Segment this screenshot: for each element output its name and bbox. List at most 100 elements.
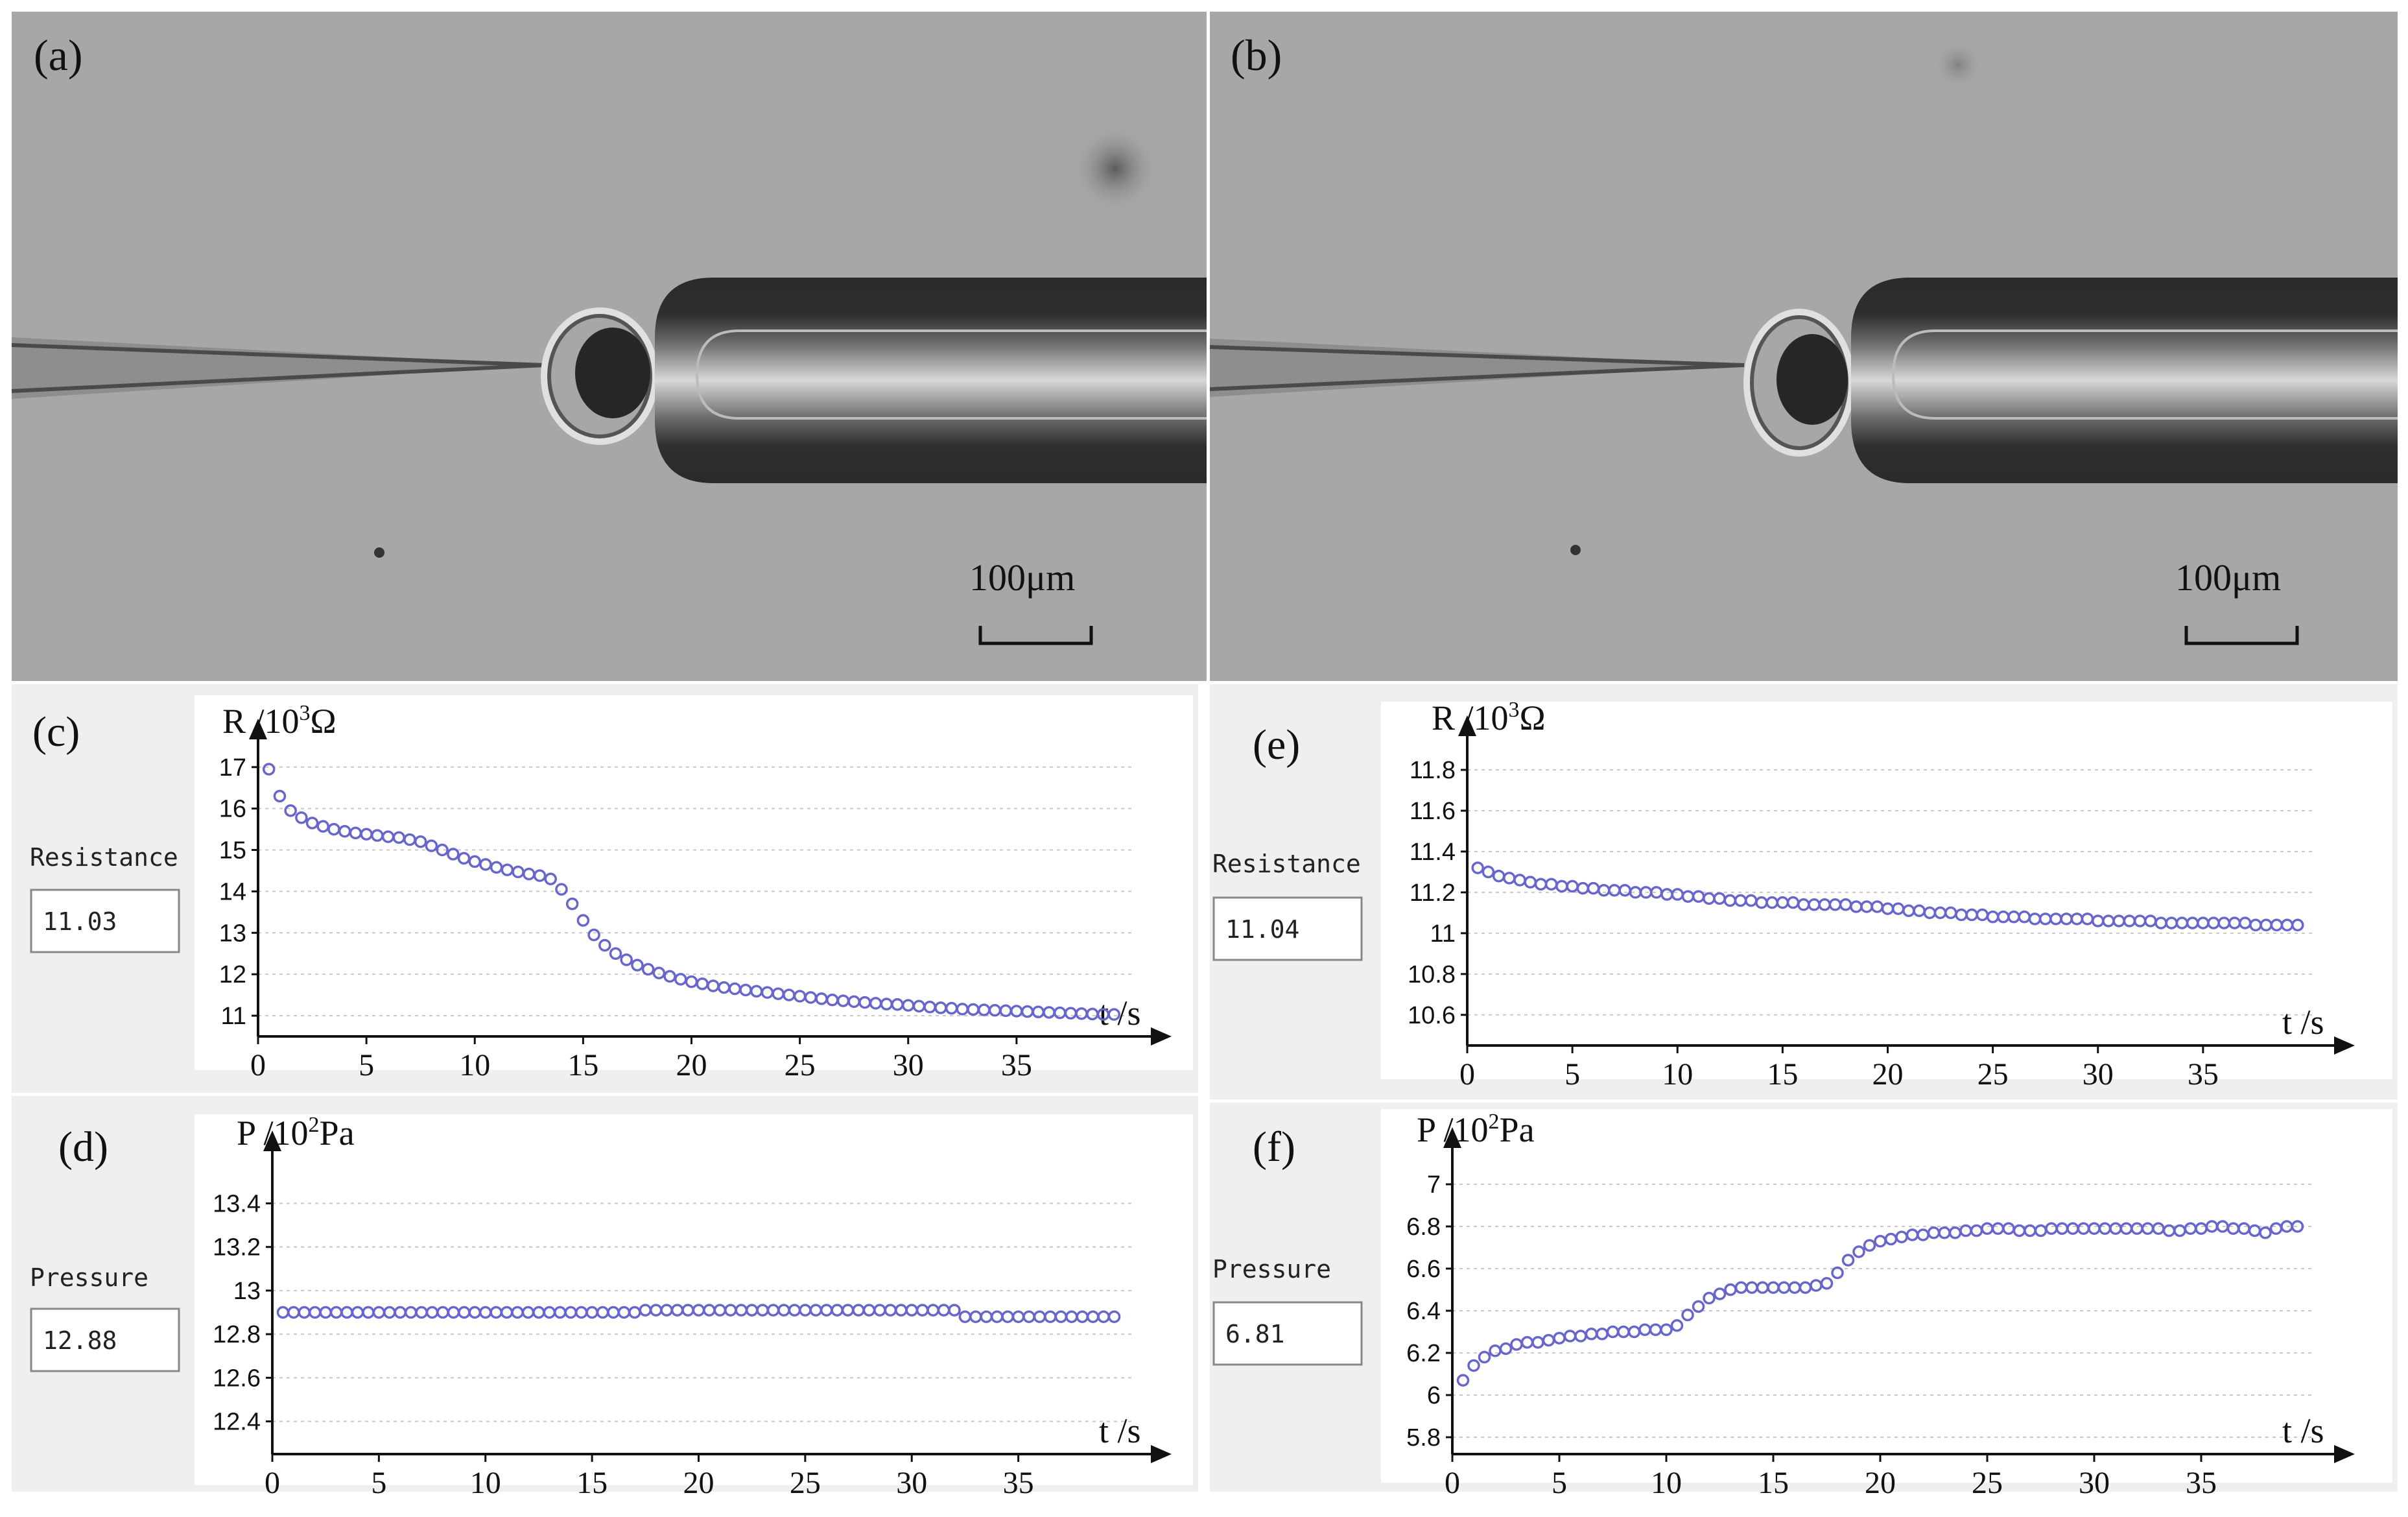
chart-c-xtick-label: 25	[785, 1048, 816, 1082]
chart-c-point	[457, 852, 471, 865]
chart-c-point	[544, 872, 557, 886]
chart-d-ylabel-unit: Pa	[320, 1114, 355, 1153]
chart-c-point	[555, 883, 568, 896]
chart-f-ytick-label: 6.4	[1406, 1298, 1441, 1325]
chart-c-point	[284, 804, 297, 817]
chart-e-ytick-label: 11.8	[1410, 757, 1456, 784]
chart-d-x-axis-arrow	[1151, 1445, 1172, 1463]
chart-f-point	[1841, 1254, 1855, 1267]
chart-d-panel-label: (d)	[58, 1123, 108, 1171]
chart-f-point	[2291, 1220, 2304, 1233]
chart-d-xtick-label: 0	[265, 1466, 280, 1500]
chart-c-xtick-label: 20	[676, 1048, 707, 1082]
chart-f-point	[1456, 1374, 1470, 1387]
chart-d-ytick-label: 13	[233, 1278, 261, 1305]
chart-c-point	[305, 817, 319, 830]
chart-f-side-label: Pressure	[1212, 1255, 1331, 1284]
chart-c-point	[641, 962, 655, 976]
chart-c-ytick-label: 11	[221, 1003, 246, 1030]
chart-e-xtick-label: 25	[1977, 1057, 2009, 1092]
micrograph-a-label: (a)	[34, 30, 82, 80]
chart-f-point	[2259, 1226, 2272, 1239]
chart-e-ytick-label: 10.8	[1408, 961, 1456, 988]
chart-c-point	[565, 897, 579, 911]
chart-e-xtick-label: 15	[1767, 1057, 1798, 1092]
chart-c-point	[609, 947, 622, 960]
chart-f-value-text: 6.81	[1225, 1320, 1285, 1348]
chart-d-point	[1107, 1310, 1121, 1323]
chart-d-xtick-label: 25	[790, 1466, 821, 1500]
chart-f-ytick-label: 6.6	[1406, 1256, 1441, 1283]
chart-f-ylabel-main: P /10	[1417, 1110, 1489, 1149]
chart-d-xtick-label: 5	[371, 1466, 386, 1500]
chart-d-value-text: 12.88	[43, 1326, 117, 1355]
chart-c-xtick-label: 10	[459, 1048, 490, 1082]
chart-d-ylabel-main: P /10	[237, 1114, 309, 1153]
chart-e-ylabel: R /103Ω	[1432, 698, 1546, 737]
chart-c-xtick-label: 0	[250, 1048, 266, 1082]
chart-f-point	[1670, 1319, 1684, 1332]
chart-e-panel-label: (e)	[1253, 721, 1300, 769]
chart-c-point	[273, 789, 287, 803]
chart-f-ylabel-unit: Pa	[1500, 1110, 1535, 1149]
chart-f-point	[1660, 1323, 1673, 1336]
chart-c-y-axis-arrow	[249, 719, 267, 739]
chart-c-point	[631, 959, 644, 972]
capillary-a	[655, 278, 1207, 483]
chart-e-ytick-label: 11	[1430, 920, 1456, 948]
chart-e-xlabel: t /s	[2282, 1003, 2324, 1042]
chart-d-ytick-label: 12.8	[213, 1321, 261, 1348]
micrograph-a-scalebar-label: 100μm	[969, 556, 1075, 599]
chart-d-xtick-label: 10	[470, 1466, 501, 1500]
chart-d-value-box	[30, 1308, 180, 1372]
chart-c-panel-label: (c)	[32, 708, 80, 756]
micropipette-b	[1209, 339, 1745, 397]
chart-c-ylabel-main: R /10	[222, 702, 300, 741]
chart-e-ytick-label: 11.4	[1410, 839, 1456, 866]
chart-f-ytick-label: 5.8	[1406, 1424, 1441, 1451]
chart-f-xtick-label: 0	[1445, 1466, 1460, 1500]
chart-f-ylabel: P /102Pa	[1417, 1110, 1535, 1149]
chart-e-x-axis-arrow	[2334, 1036, 2355, 1055]
chart-c-point	[533, 869, 547, 882]
micrograph-a-debris	[1070, 123, 1161, 214]
chart-f-xtick-label: 25	[1972, 1466, 2003, 1500]
chart-d-xtick-label: 15	[576, 1466, 608, 1500]
chart-f-xtick-label: 30	[2079, 1466, 2110, 1500]
chart-f-ytick-label: 7	[1427, 1171, 1441, 1199]
chart-d-point	[948, 1304, 961, 1317]
chart-f-point	[1831, 1266, 1844, 1280]
chart-c-point	[587, 928, 600, 942]
chart-e-ylabel-sup: 3	[1509, 698, 1520, 722]
chart-f-ytick-label: 6.8	[1406, 1213, 1441, 1241]
micrograph-b: (b) 100μm	[1209, 12, 2398, 681]
chart-e-ytick-label: 10.6	[1408, 1002, 1456, 1029]
capillary-b	[1851, 278, 2398, 483]
chart-f-x-axis-arrow	[2334, 1445, 2355, 1463]
chart-e-xtick-label: 0	[1459, 1057, 1475, 1092]
micrograph-b-label: (b)	[1231, 30, 1282, 80]
chart-c-side-label: Resistance	[30, 843, 178, 872]
chart-c-ytick-label: 12	[219, 961, 246, 988]
chart-c-xtick-label: 30	[893, 1048, 924, 1082]
chart-d-xtick-label: 20	[683, 1466, 714, 1500]
chart-f-xtick-label: 15	[1758, 1466, 1789, 1500]
chart-f-point	[1478, 1350, 1491, 1364]
chart-c-ytick-label: 16	[219, 796, 246, 823]
chart-e-side-label: Resistance	[1212, 850, 1361, 878]
chart-e-value-text: 11.04	[1225, 915, 1299, 944]
panel-e-plot-area	[1381, 702, 2392, 1079]
chart-d-ytick-label: 13.2	[213, 1234, 261, 1261]
chart-f-panel-label: (f)	[1253, 1123, 1295, 1171]
chart-f-ylabel-sup: 2	[1489, 1110, 1500, 1134]
chart-f-point	[1692, 1300, 1705, 1313]
micrograph-a: (a) 100μm	[11, 12, 1207, 681]
chart-c-point	[414, 835, 427, 848]
chart-c-point	[1107, 1008, 1121, 1021]
micropipette-a	[11, 337, 545, 399]
chart-c-x-axis-arrow	[1151, 1027, 1172, 1045]
chart-c-ytick-label: 14	[219, 878, 246, 905]
chart-e-y-axis-arrow	[1458, 715, 1476, 736]
chart-d-ytick-label: 12.4	[213, 1409, 261, 1436]
